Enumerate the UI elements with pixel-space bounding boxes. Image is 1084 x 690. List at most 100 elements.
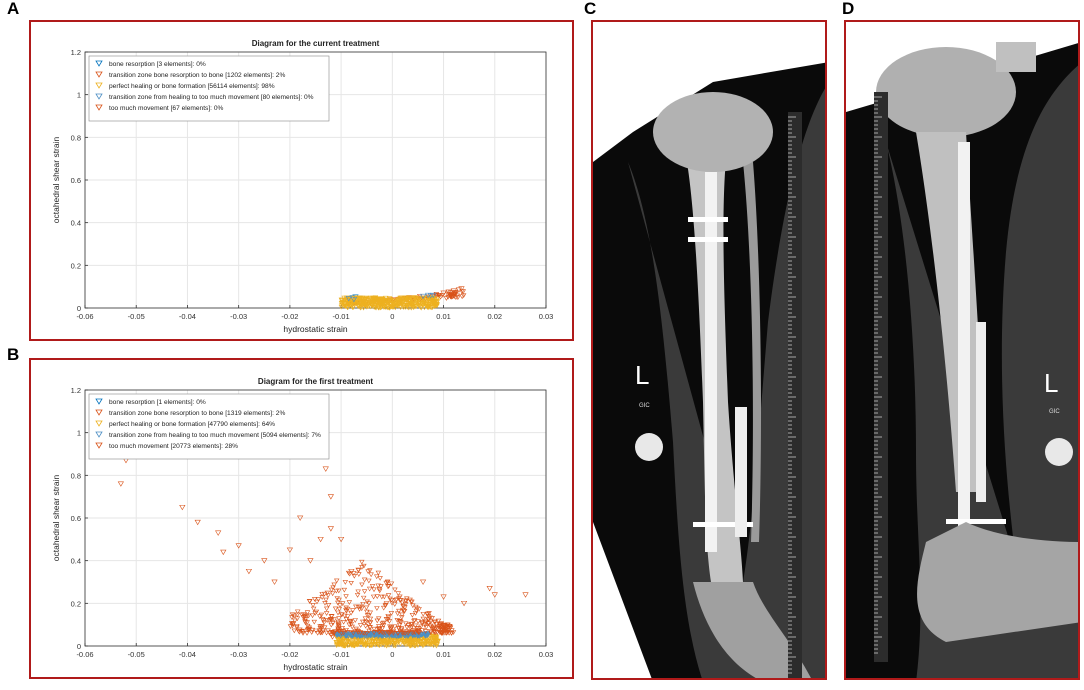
data-point [422,622,429,628]
data-point [323,606,330,612]
data-point [401,641,407,646]
data-point [409,638,415,643]
data-point [330,585,336,591]
data-point [343,605,349,611]
data-point [357,638,363,644]
data-point [352,632,358,638]
xray-marker-sub: GIC [1049,409,1060,415]
data-point [319,630,326,636]
data-point [431,637,437,643]
data-point [338,641,345,647]
data-point [432,619,438,625]
y-tick-label: 0.2 [71,599,81,608]
data-point [448,293,454,299]
data-point [440,626,446,631]
panel-label-a: A [7,0,20,18]
data-point [434,625,441,631]
data-point [390,300,396,306]
data-point [379,296,385,302]
xray-lateral-image: L GIC [846,22,1078,678]
data-point [340,630,347,636]
data-point [309,613,316,619]
data-point [424,641,431,647]
data-point [350,301,356,307]
data-point [339,626,346,631]
x-tick-label: -0.04 [179,312,196,321]
data-point [443,627,450,633]
data-point [294,612,301,618]
data-point [327,526,334,532]
data-point [361,577,368,583]
data-point [364,599,370,605]
data-point [413,608,420,614]
data-point [317,536,324,543]
data-point [317,624,323,629]
data-point [343,627,349,633]
data-point [396,608,402,614]
data-point [376,643,382,649]
data-point [385,615,392,621]
data-point [261,558,268,564]
data-point [427,615,433,621]
y-tick-label: 1 [77,429,81,438]
y-tick-label: 0 [77,304,81,313]
data-point [314,599,320,605]
data-point [381,594,388,600]
data-point [380,630,386,636]
data-point [347,571,353,577]
data-point [337,603,343,608]
data-point [405,623,412,628]
data-point [337,638,344,643]
data-point [335,624,342,630]
data-point [414,638,421,644]
data-point [302,619,308,624]
data-point [418,641,424,647]
data-point [406,295,412,301]
data-point [297,515,304,521]
data-point [357,296,363,302]
data-point [365,634,371,639]
data-point [345,638,351,644]
data-point [314,631,321,636]
data-point [368,572,374,578]
data-point [399,637,405,643]
x-tick-label: -0.02 [281,650,298,659]
data-point [429,305,435,311]
data-point [427,619,434,625]
data-point [364,305,370,310]
data-point [422,638,429,644]
legend-entry: perfect healing or bone formation [56114… [109,83,275,90]
data-point [354,634,360,639]
data-point [387,641,393,646]
data-point [376,301,383,307]
data-point [320,618,327,623]
data-point [346,600,353,605]
data-point [323,611,330,616]
data-point [380,605,387,611]
data-point [371,305,377,310]
data-point [383,602,389,608]
data-point [405,639,412,645]
data-point [356,572,362,577]
data-point [408,624,415,630]
data-point [405,629,412,635]
data-point [429,642,436,647]
data-point [321,591,328,597]
data-point [460,600,468,607]
data-point [399,615,405,620]
chart-panel-current-treatment: -0.06 -0.05 -0.04 -0.03 -0.02 -0.01 0 0.01 0.02 0… [29,20,574,341]
legend-marker [95,104,103,111]
x-tick-label: -0.03 [230,312,247,321]
data-point [331,630,338,636]
data-point [345,570,352,576]
data-point [292,618,298,624]
x-tick-label: -0.02 [281,312,298,321]
data-point [367,631,373,637]
data-point [379,621,386,627]
data-point [438,630,445,636]
data-point [334,641,340,647]
legend-marker [95,442,103,449]
data-point [395,302,401,308]
data-point [300,629,306,635]
data-point [375,570,382,576]
